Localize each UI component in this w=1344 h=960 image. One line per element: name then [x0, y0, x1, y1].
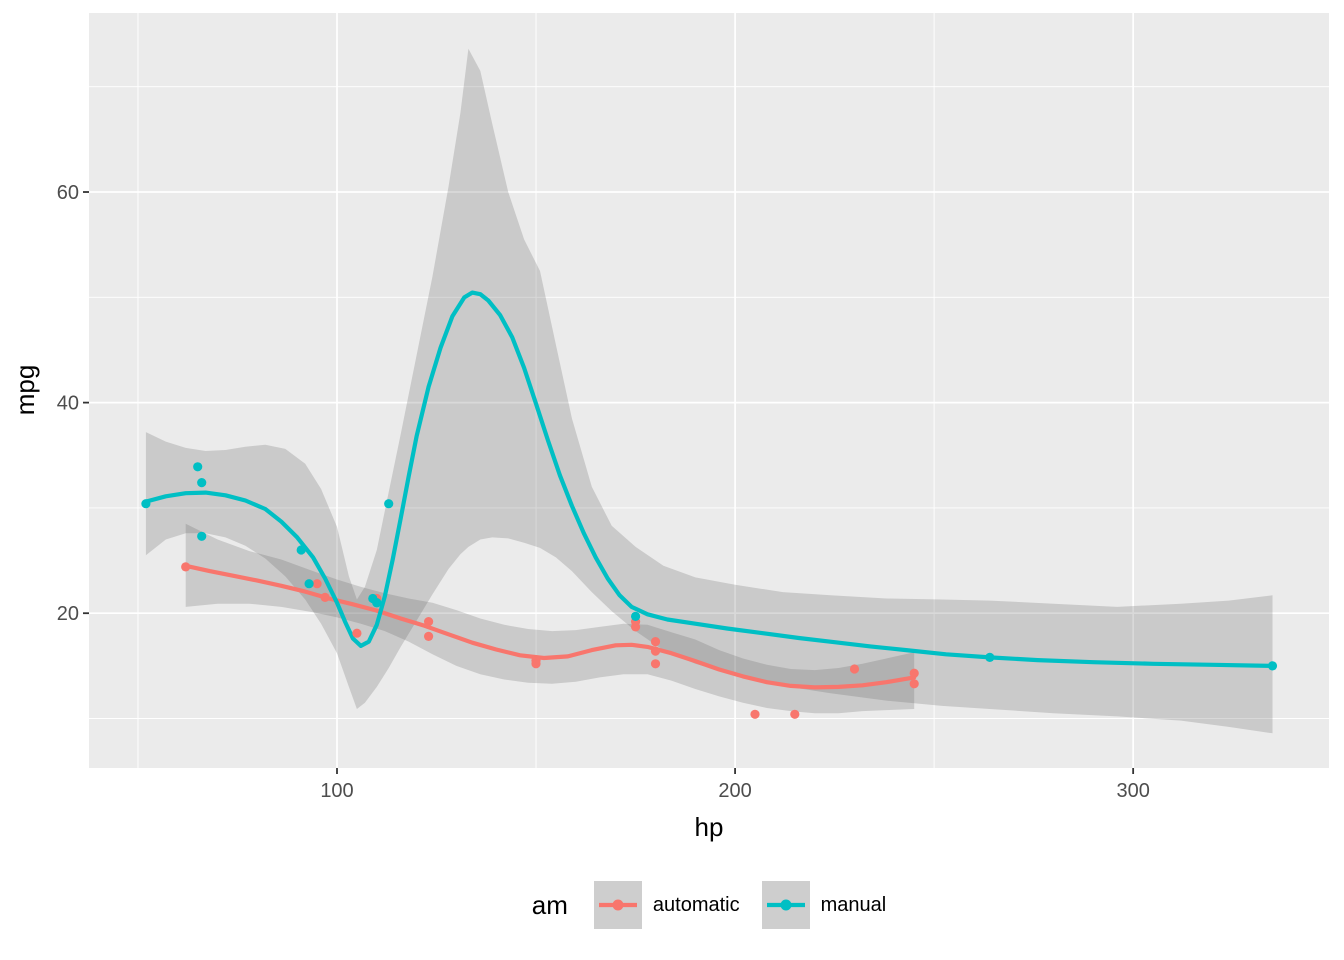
x-axis-title: hp: [695, 812, 724, 842]
data-point-manual: [193, 462, 203, 472]
data-point-automatic: [352, 628, 362, 638]
legend-item-automatic[interactable]: automatic: [593, 881, 740, 929]
data-point-automatic: [181, 562, 191, 572]
data-point-manual: [296, 545, 306, 555]
x-tick-label: 100: [320, 780, 353, 802]
data-point-automatic: [849, 664, 860, 674]
data-points: [141, 462, 1278, 719]
data-point-automatic: [650, 637, 661, 647]
data-point-automatic: [909, 679, 919, 689]
data-point-automatic: [424, 631, 434, 642]
data-point-automatic: [312, 579, 322, 589]
legend-label-manual: manual: [820, 893, 887, 916]
y-axis-title: mpg: [10, 365, 40, 416]
legend-item-manual[interactable]: manual: [761, 881, 887, 929]
data-point-manual: [1267, 661, 1278, 671]
data-point-automatic: [531, 659, 541, 669]
legend-key-point: [780, 899, 792, 911]
data-point-automatic: [909, 668, 919, 678]
smooth-line-automatic: [183, 563, 917, 690]
data-point-automatic: [424, 617, 434, 627]
data-point-manual: [141, 499, 151, 509]
gridlines-major: [89, 13, 1329, 768]
data-point-automatic: [650, 646, 661, 656]
legend-key-manual-icon: [761, 881, 810, 929]
confidence-ribbons: [145, 48, 1273, 734]
data-point-manual: [368, 593, 378, 604]
data-point-automatic: [320, 592, 330, 603]
data-point-manual: [197, 478, 207, 488]
y-tick-label: 60: [57, 182, 79, 204]
plot-panel: [89, 13, 1329, 768]
confidence-ribbon-manual: [145, 48, 1273, 734]
data-point-manual: [304, 579, 314, 589]
data-point-automatic: [790, 709, 800, 719]
data-point-manual: [197, 531, 207, 541]
legend-key-glyph: [766, 899, 805, 911]
data-point-manual: [985, 652, 995, 663]
data-point-automatic: [650, 659, 661, 669]
data-point-manual: [631, 611, 641, 622]
axis-tick-labels: 100 200 300 20 40 60: [57, 182, 1150, 802]
legend-label-automatic: automatic: [652, 893, 740, 916]
x-tick-label: 200: [718, 780, 751, 802]
data-point-automatic: [750, 709, 760, 719]
smooth-line-manual: [143, 290, 1275, 669]
y-tick-label: 40: [57, 393, 79, 415]
gridlines-minor: [89, 13, 1329, 768]
y-tick-label: 20: [57, 603, 79, 625]
smooth-lines: [143, 290, 1275, 690]
x-tick-label: 300: [1116, 780, 1149, 802]
axis-tick-marks: [83, 191, 1135, 774]
data-point-manual: [384, 499, 394, 509]
confidence-ribbon-automatic: [185, 523, 915, 714]
legend-title: am: [531, 889, 568, 920]
legend-key-automatic-icon: [593, 881, 642, 929]
legend-key-point: [612, 899, 624, 911]
legend: am automatic manual: [89, 879, 1329, 931]
legend-key-glyph: [598, 899, 637, 911]
